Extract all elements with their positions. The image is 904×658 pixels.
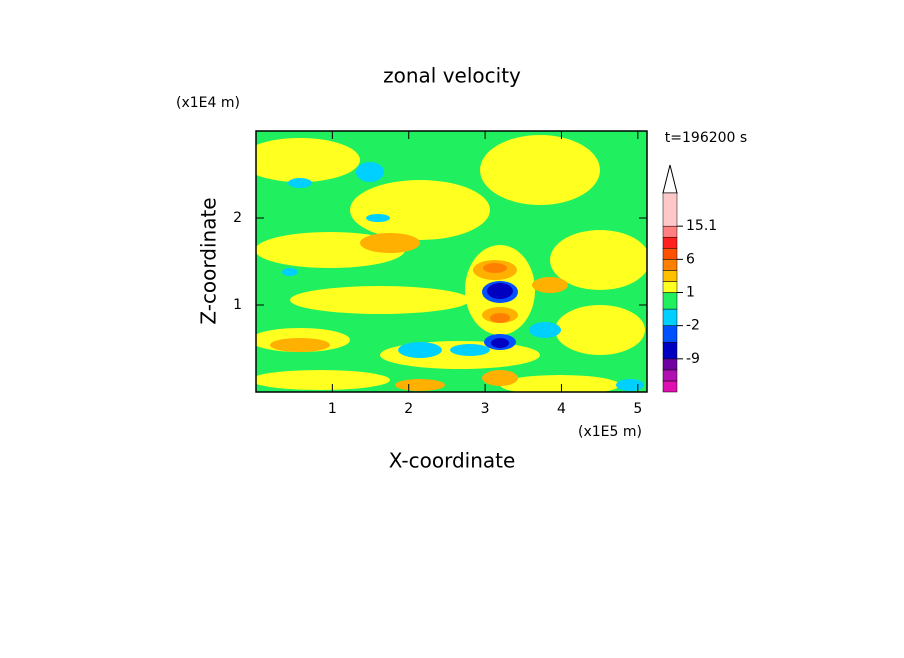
colorbar-band	[662, 380, 678, 393]
colorbar-band	[662, 259, 678, 271]
x-tick-label: 1	[328, 401, 337, 417]
x-tick-label: 3	[481, 401, 490, 417]
plot-frame	[255, 130, 648, 393]
time-label: t=196200 s	[665, 130, 747, 146]
x-unit: (x1E5 m)	[578, 424, 642, 440]
colorbar-band	[662, 225, 678, 238]
colorbar-label: 6	[686, 251, 695, 267]
colorbar-band	[662, 248, 678, 260]
x-tick-label: 2	[404, 401, 413, 417]
colorbar-band	[662, 281, 678, 293]
colorbar-band	[662, 192, 678, 227]
y-unit: (x1E4 m)	[176, 95, 240, 111]
colorbar-label: 1	[686, 285, 695, 301]
y-tick-label: 2	[233, 210, 242, 226]
x-tick-label: 4	[557, 401, 566, 417]
colorbar-band	[662, 270, 678, 282]
colorbar-label: -2	[686, 318, 700, 334]
contour-field	[256, 131, 647, 392]
colorbar-label: -9	[686, 351, 700, 367]
colorbar-band	[662, 358, 678, 371]
colorbar-band	[662, 308, 678, 326]
colorbar-band	[662, 292, 678, 310]
y-tick-label: 1	[233, 297, 242, 313]
x-tick-label: 5	[633, 401, 642, 417]
chart-title: zonal velocity	[383, 64, 521, 88]
y-axis-title: Z-coordinate	[197, 197, 221, 324]
colorbar-triangle	[662, 164, 678, 194]
colorbar-band	[662, 325, 678, 343]
colorbar-label: 15.1	[686, 218, 717, 234]
colorbar-band	[662, 369, 678, 382]
colorbar-band	[662, 342, 678, 360]
x-axis-title: X-coordinate	[389, 449, 516, 473]
colorbar-band	[662, 236, 678, 249]
